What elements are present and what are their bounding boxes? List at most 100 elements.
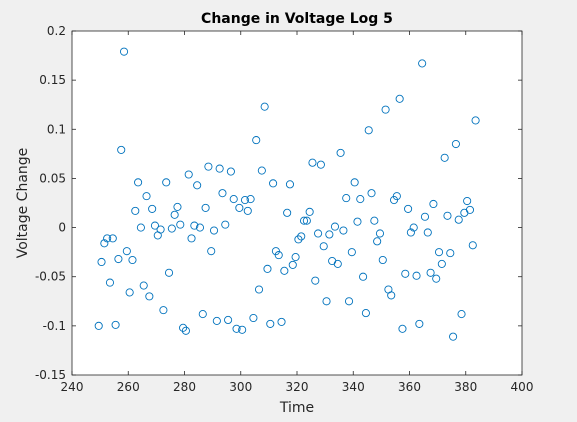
- chart-title: Change in Voltage Log 5: [201, 11, 393, 27]
- y-axis-label: Voltage Change: [15, 148, 31, 259]
- data-point: [468, 241, 477, 250]
- data-point: [291, 253, 300, 262]
- data-point: [333, 259, 342, 268]
- y-tick-label: 0.15: [39, 73, 66, 87]
- data-point: [314, 229, 323, 238]
- data-point: [294, 235, 303, 244]
- data-point: [451, 139, 460, 149]
- data-point: [446, 249, 455, 258]
- data-point: [305, 207, 314, 216]
- data-point: [364, 126, 373, 135]
- data-point: [423, 228, 432, 237]
- data-points: [94, 47, 480, 341]
- data-point: [465, 205, 475, 214]
- data-point: [319, 242, 328, 251]
- data-point: [370, 216, 379, 225]
- data-point: [218, 189, 227, 198]
- data-point: [308, 158, 317, 167]
- data-point: [375, 229, 385, 238]
- data-point: [454, 215, 463, 224]
- data-point: [221, 220, 230, 229]
- data-point: [387, 291, 396, 300]
- data-point: [224, 315, 233, 325]
- data-point: [359, 272, 368, 281]
- data-point: [347, 248, 356, 257]
- y-axis: -0.15 -0.1 -0.05 0 0.05 0.1 0.15 0.2: [35, 24, 522, 382]
- data-point: [401, 269, 410, 278]
- data-point: [412, 271, 421, 280]
- data-point: [336, 148, 345, 157]
- data-point: [209, 226, 219, 235]
- y-tick-label: -0.15: [35, 368, 66, 382]
- data-point: [134, 178, 143, 187]
- data-point: [114, 254, 123, 264]
- data-point: [316, 160, 325, 169]
- data-point: [119, 47, 129, 56]
- data-point: [429, 199, 438, 209]
- data-point: [159, 306, 168, 315]
- data-point: [404, 204, 413, 213]
- data-point: [94, 321, 103, 330]
- data-point: [122, 247, 131, 256]
- data-point: [434, 248, 444, 257]
- data-point: [235, 203, 244, 212]
- y-tick-label: 0: [58, 221, 66, 235]
- data-point: [266, 319, 275, 328]
- x-tick-label: 400: [511, 380, 534, 394]
- y-tick-label: 0.05: [39, 171, 66, 185]
- data-point: [105, 278, 115, 287]
- x-axis: 240 260 280 300 320 340 360 380 400: [61, 31, 534, 394]
- data-point: [215, 164, 224, 173]
- data-point: [164, 268, 174, 277]
- data-point: [207, 247, 216, 256]
- data-point: [361, 309, 370, 318]
- data-point: [111, 320, 120, 329]
- data-point: [136, 223, 145, 232]
- data-point: [432, 274, 441, 283]
- data-point: [350, 178, 359, 187]
- data-point: [406, 228, 415, 237]
- y-tick-label: 0.1: [47, 122, 66, 136]
- data-point: [418, 59, 427, 68]
- data-point: [167, 224, 176, 233]
- data-point: [184, 170, 193, 179]
- data-point: [131, 206, 140, 215]
- data-point: [260, 102, 269, 111]
- data-point: [356, 195, 365, 204]
- data-point: [238, 325, 247, 334]
- data-point: [311, 276, 320, 285]
- data-point: [443, 211, 452, 220]
- data-point: [299, 216, 309, 225]
- data-point: [232, 324, 241, 333]
- data-point: [398, 324, 407, 333]
- data-point: [243, 206, 252, 215]
- data-point: [392, 192, 401, 201]
- data-point: [187, 234, 196, 243]
- data-point: [409, 223, 418, 232]
- data-point: [142, 192, 151, 201]
- data-point: [463, 196, 472, 206]
- data-point: [257, 166, 266, 175]
- data-point: [269, 179, 278, 188]
- data-point: [283, 208, 292, 217]
- data-point: [274, 251, 283, 260]
- x-tick-label: 240: [61, 380, 84, 394]
- data-point: [367, 189, 376, 198]
- data-point: [150, 221, 160, 230]
- data-point: [176, 220, 185, 229]
- data-point: [173, 202, 182, 211]
- x-tick-label: 360: [398, 380, 421, 394]
- data-point: [195, 223, 205, 232]
- data-point: [179, 323, 188, 332]
- x-tick-label: 260: [117, 380, 140, 394]
- data-point: [181, 326, 190, 335]
- data-point: [201, 203, 210, 212]
- data-point: [252, 136, 261, 145]
- data-point: [280, 266, 289, 275]
- data-point: [342, 194, 351, 203]
- data-point: [339, 226, 348, 235]
- data-point: [437, 259, 446, 268]
- data-point: [254, 285, 264, 294]
